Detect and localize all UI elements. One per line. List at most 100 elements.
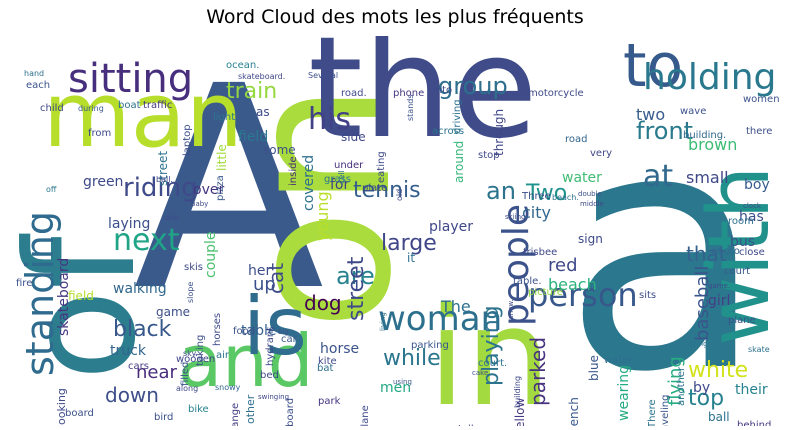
word-120: sits: [639, 290, 656, 301]
word-51: city: [522, 203, 551, 222]
word-157: light: [213, 112, 235, 123]
word-95: fire: [16, 278, 32, 289]
word-40: near: [136, 362, 178, 383]
word-166: eating: [376, 151, 387, 183]
word-42: baseball: [692, 266, 713, 341]
word-47: brown: [688, 135, 737, 154]
word-43: flying: [665, 356, 686, 406]
word-186: beach.: [552, 193, 579, 202]
word-169: road.: [341, 88, 367, 99]
word-147: hydrant: [265, 327, 276, 366]
word-26: Two: [525, 181, 567, 206]
word-89: street: [156, 151, 170, 186]
word-187: skiing: [505, 213, 525, 221]
word-77: their: [735, 382, 768, 398]
word-152: from: [88, 128, 111, 139]
word-160: pizza: [215, 175, 226, 201]
word-0: a: [563, 60, 765, 426]
word-16: person: [528, 276, 638, 314]
word-14: woman: [378, 299, 502, 339]
word-124: bat: [317, 363, 333, 374]
word-12: holding: [643, 57, 776, 98]
word-112: close: [739, 247, 765, 258]
word-151: snowy: [215, 383, 241, 392]
word-44: red: [548, 255, 578, 276]
word-122: picture: [528, 287, 563, 298]
word-49: young: [313, 191, 332, 241]
word-164: cell: [337, 170, 346, 184]
word-178: baby: [191, 200, 208, 208]
word-189: middle: [580, 200, 604, 208]
word-84: side: [341, 130, 366, 144]
word-11: sitting: [68, 56, 193, 102]
word-113: court: [724, 266, 750, 277]
word-20: at: [643, 159, 673, 194]
word-32: parked: [526, 337, 550, 406]
word-63: couple: [203, 231, 219, 278]
word-13: standing: [18, 211, 62, 376]
word-67: truck: [110, 343, 147, 359]
word-194: swinging: [258, 393, 289, 401]
word-99: inside: [288, 156, 299, 186]
word-96: off: [46, 185, 57, 194]
word-146: another: [676, 366, 687, 406]
word-163: kite: [318, 356, 337, 367]
word-128: car: [281, 334, 298, 345]
word-190: doing: [688, 340, 708, 348]
word-5: in: [428, 279, 551, 426]
word-102: stop: [478, 150, 500, 161]
word-118: water.: [604, 355, 635, 366]
word-18: riding: [123, 173, 198, 203]
word-52: player: [429, 219, 473, 235]
word-54: green: [83, 174, 123, 190]
word-2: on: [203, 82, 436, 331]
word-176: wave: [680, 106, 706, 117]
word-105: phone: [393, 88, 424, 99]
word-94: board: [65, 408, 94, 419]
word-191: game.: [708, 282, 730, 290]
word-127: air: [216, 350, 230, 361]
word-104: very: [590, 148, 612, 159]
word-81: blue: [587, 355, 601, 381]
word-53: water: [562, 170, 602, 186]
word-78: wearing: [616, 365, 632, 421]
word-183: snow.: [507, 299, 515, 319]
word-126: bed: [260, 370, 279, 381]
word-144: traveling: [660, 395, 671, 426]
word-38: cat: [264, 263, 288, 294]
word-1: A: [133, 36, 326, 353]
word-25: an: [486, 177, 516, 205]
word-107: building.: [683, 130, 726, 141]
word-71: girl: [708, 293, 730, 309]
word-7: with: [690, 166, 782, 346]
word-56: walking: [113, 281, 167, 297]
word-111: photo: [711, 246, 740, 257]
word-88: little: [215, 144, 229, 171]
word-39: down: [105, 383, 159, 407]
word-143: There: [647, 399, 658, 426]
word-97: ocean.: [226, 60, 259, 71]
word-145: behind: [737, 420, 771, 426]
word-69: sign: [578, 232, 603, 246]
word-153: boat: [118, 100, 141, 111]
word-121: table.: [513, 276, 542, 287]
word-70: bus: [730, 234, 755, 250]
word-175: into: [433, 85, 452, 96]
word-91: other: [244, 394, 257, 424]
word-156: child: [40, 103, 64, 114]
word-177: one: [164, 213, 179, 222]
word-173: as: [256, 105, 270, 119]
word-68: game: [156, 305, 190, 319]
word-170: skateboard.: [238, 72, 285, 81]
word-79: yellow: [513, 398, 527, 426]
word-41: that: [686, 242, 727, 266]
word-130: horses: [212, 313, 223, 346]
word-109: there: [746, 126, 772, 137]
word-10: to: [623, 36, 683, 101]
word-132: cars: [128, 361, 149, 372]
word-149: filled: [180, 362, 191, 386]
word-45: beach: [548, 275, 597, 294]
word-133: bike: [188, 404, 209, 415]
word-172: hand: [24, 69, 44, 78]
word-46: small: [686, 168, 729, 187]
